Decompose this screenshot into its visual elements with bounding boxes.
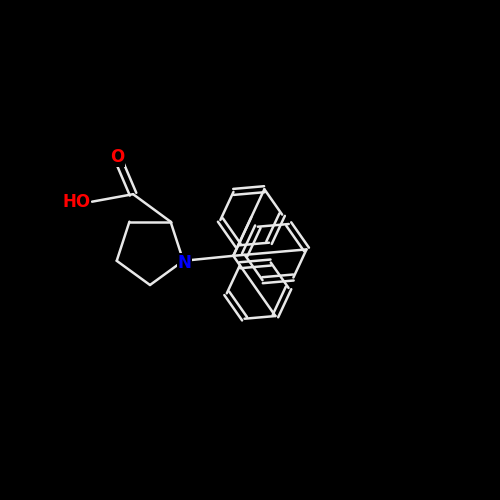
Text: N: N (178, 254, 191, 272)
Text: HO: HO (62, 192, 90, 210)
Text: O: O (110, 148, 124, 166)
